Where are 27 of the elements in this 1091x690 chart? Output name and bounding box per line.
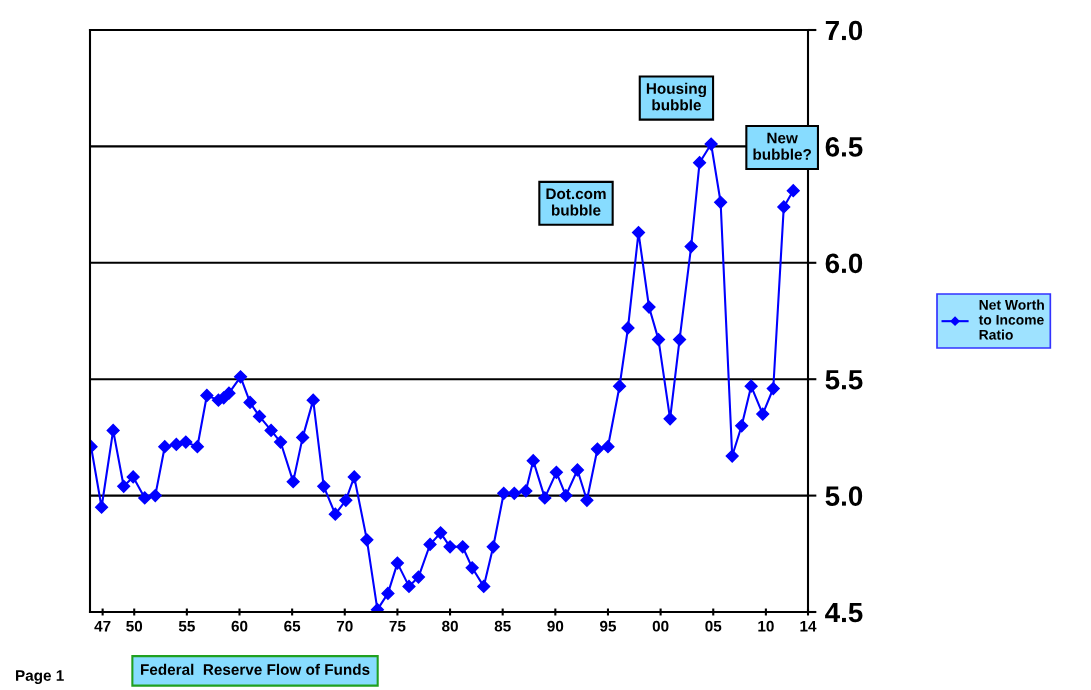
x-tick-label: 70 [336, 620, 353, 632]
x-tick-label: 14 [800, 620, 817, 632]
x-tick-label: 65 [284, 620, 301, 632]
x-tick-label: 50 [126, 620, 143, 632]
y-tick-label: 7.0 [825, 20, 863, 41]
y-tick-label: 5.0 [825, 486, 863, 506]
y-tick-label: 4.5 [825, 602, 863, 623]
legend-label: Net Worth to Income Ratio [978, 299, 1044, 340]
x-tick-label: 05 [705, 620, 722, 632]
x-tick-label: 55 [178, 620, 195, 632]
x-tick-label: 75 [389, 620, 406, 632]
text: Page 1 [16, 670, 64, 684]
x-tick-label: 80 [442, 620, 458, 632]
x-tick-label: 10 [758, 620, 774, 632]
x-tick-label: 60 [231, 620, 248, 632]
annotation: Housing bubble [646, 82, 706, 111]
x-tick-label: 95 [600, 620, 617, 632]
annotation: Dot.com bubble [546, 188, 606, 216]
text: Federal Reserve Flow of Funds [141, 663, 370, 675]
x-tick-label: 47 [94, 620, 111, 632]
y-tick-label: 5.5 [825, 370, 863, 390]
y-tick-label: 6.5 [825, 137, 863, 157]
x-tick-label: 90 [547, 620, 564, 632]
x-tick-label: 85 [494, 620, 511, 632]
y-tick-label: 6.0 [825, 253, 863, 274]
annotation: New bubble? [753, 132, 811, 160]
x-tick-label: 00 [652, 620, 669, 632]
